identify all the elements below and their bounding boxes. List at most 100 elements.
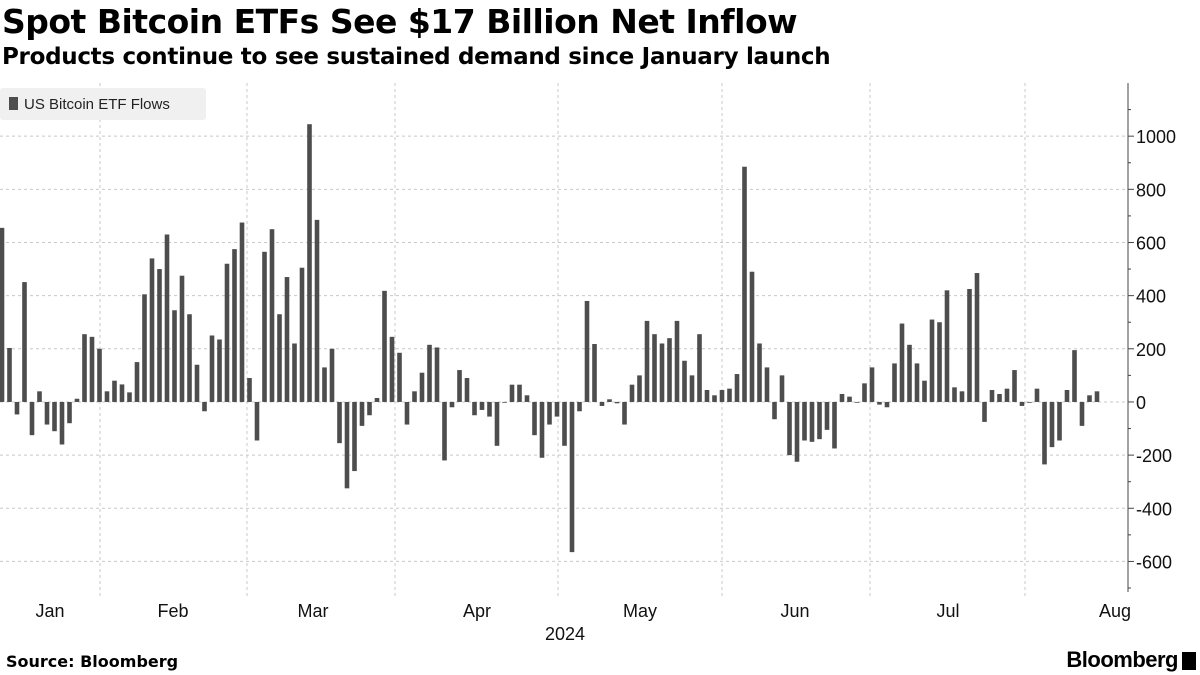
bar (307, 124, 312, 402)
bar (224, 263, 230, 402)
y-tick-label: -200 (1136, 446, 1172, 466)
bar (157, 269, 162, 402)
bar (344, 401, 350, 489)
bar (599, 401, 605, 406)
bar (674, 320, 680, 402)
bar (847, 396, 852, 402)
x-tick-label: Apr (463, 601, 491, 621)
bar (397, 352, 402, 402)
bar (172, 310, 177, 402)
bar (487, 401, 492, 417)
bar (772, 401, 777, 420)
bar (787, 401, 792, 456)
bar (254, 401, 260, 441)
bar (734, 374, 740, 402)
x-tick-label: Feb (157, 601, 188, 621)
bar (502, 401, 507, 403)
bar (967, 288, 972, 402)
bar (67, 401, 72, 424)
y-axis: -600 -400 -200 0 200 400 600 800 1000 (1127, 83, 1176, 592)
bar (1049, 401, 1055, 448)
bar (937, 322, 942, 402)
bar (412, 391, 417, 402)
bar (29, 401, 35, 436)
bar (757, 343, 762, 402)
bar (194, 364, 200, 402)
bloomberg-logo-mark-icon (1182, 652, 1196, 670)
legend-box (0, 88, 206, 120)
bar (149, 258, 155, 402)
bar (89, 336, 95, 402)
bar (592, 344, 597, 402)
bar (434, 347, 440, 402)
bar (607, 399, 612, 402)
bar (352, 401, 357, 472)
bar (1094, 391, 1100, 402)
bar (682, 360, 687, 402)
bar (554, 401, 560, 417)
bar (584, 300, 590, 402)
bar (944, 290, 950, 402)
bar (329, 348, 335, 402)
bar (869, 367, 875, 402)
bar (892, 363, 897, 402)
bar (59, 401, 65, 445)
bar (907, 344, 912, 402)
bar (359, 401, 365, 426)
x-axis: Jan Feb Mar Apr May Jun Jul Aug 2024 (35, 601, 1131, 644)
bar (187, 314, 192, 402)
y-tick-label: -400 (1136, 499, 1172, 519)
bar (239, 222, 245, 402)
bar (862, 383, 867, 402)
bar (764, 367, 770, 402)
bar (854, 401, 860, 403)
source-note: Source: Bloomberg (6, 652, 179, 671)
bar (899, 323, 905, 402)
x-tick-label: Jun (780, 601, 809, 621)
bar (667, 338, 672, 402)
bar (1072, 350, 1077, 402)
bar (1064, 389, 1070, 402)
bar (262, 251, 267, 402)
y-tick-label: 200 (1136, 340, 1166, 360)
bar (97, 348, 102, 402)
bar (119, 384, 125, 402)
bar (74, 398, 80, 402)
bar (457, 370, 462, 402)
bar (479, 401, 485, 410)
bar (697, 334, 702, 402)
bar (179, 275, 185, 402)
bar (1027, 401, 1032, 403)
bar (164, 234, 170, 402)
bar (637, 375, 642, 402)
bar (539, 401, 545, 458)
bar (614, 401, 620, 404)
bar (217, 339, 222, 402)
y-tick-label: 400 (1136, 287, 1166, 307)
chart-subtitle: Products continue to see sustained deman… (2, 44, 831, 70)
legend-swatch (9, 97, 18, 110)
bar (562, 401, 567, 446)
y-tick-label: 0 (1136, 393, 1146, 413)
bar (314, 219, 320, 402)
bar (517, 384, 522, 402)
bar (547, 401, 552, 425)
bar (749, 271, 755, 402)
bar (959, 391, 965, 402)
bar (472, 401, 477, 416)
bar (269, 229, 275, 402)
bar (247, 378, 252, 402)
bar (689, 375, 695, 402)
bar (659, 343, 665, 402)
bar (824, 401, 830, 430)
bar (52, 401, 57, 432)
bar (299, 267, 305, 402)
y-tick-label: 1000 (1136, 127, 1176, 147)
bar (644, 320, 650, 402)
bar (742, 166, 747, 402)
bar (1004, 388, 1010, 402)
bar (382, 290, 387, 402)
bars (0, 124, 1100, 553)
bar (1087, 395, 1092, 402)
